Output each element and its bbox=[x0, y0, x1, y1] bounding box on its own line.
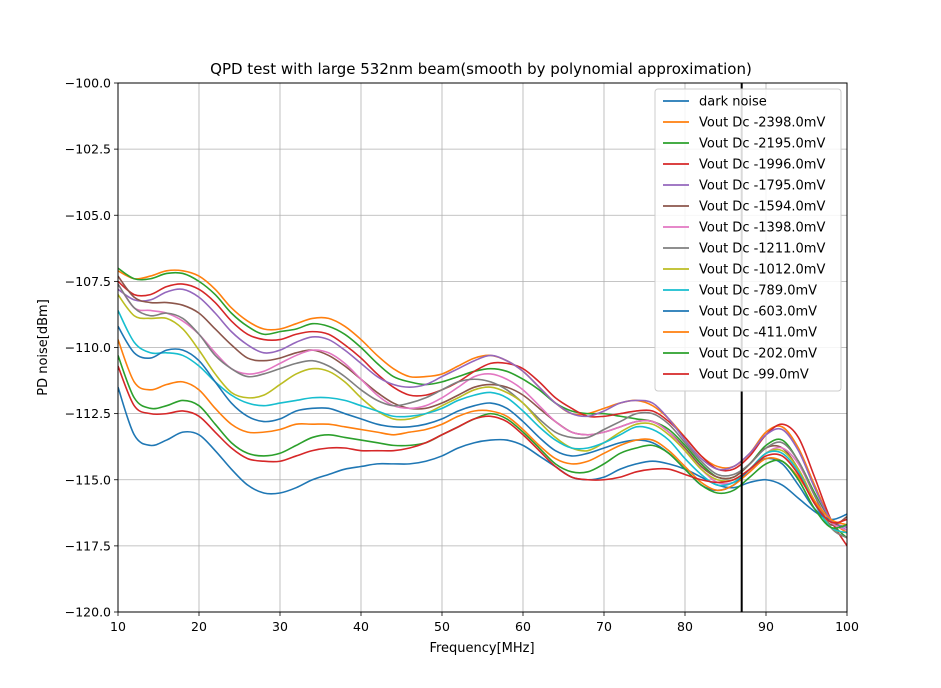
x-tick-label: 10 bbox=[110, 619, 126, 634]
legend: dark noise Vout Dc -2398.0mV Vout Dc -2195… bbox=[654, 88, 842, 392]
y-tick-label: −102.5 bbox=[65, 142, 111, 157]
y-tick-label: −107.5 bbox=[65, 274, 111, 289]
legend-label: Vout Dc -2398.0mV bbox=[699, 116, 825, 131]
series-line-3 bbox=[118, 280, 847, 547]
legend-box bbox=[654, 88, 842, 392]
legend-label: Vout Dc -789.0mV bbox=[699, 284, 817, 299]
x-axis-label: Frequency[MHz] bbox=[429, 641, 534, 656]
ticks: 10 20 30 40 50 60 70 80 90 100 −120.0 −117.5 −115.0 −… bbox=[65, 76, 859, 635]
x-tick-label: 100 bbox=[835, 619, 859, 634]
x-tick-label: 50 bbox=[434, 619, 450, 634]
x-tick-label: 70 bbox=[596, 619, 612, 634]
series-line-9 bbox=[118, 310, 847, 534]
x-tick-label: 90 bbox=[758, 619, 774, 634]
y-tick-label: −120.0 bbox=[65, 605, 111, 620]
legend-label: Vout Dc -1211.0mV bbox=[699, 242, 825, 257]
x-tick-label: 20 bbox=[191, 619, 207, 634]
y-tick-label: −100.0 bbox=[65, 76, 111, 91]
legend-label: Vout Dc -2195.0mV bbox=[699, 137, 825, 152]
y-axis-label: PD noise[dBm] bbox=[36, 299, 51, 396]
y-tick-label: −115.0 bbox=[65, 472, 111, 487]
y-tick-label: −117.5 bbox=[65, 538, 111, 553]
series-line-6 bbox=[118, 283, 847, 531]
series-line-0 bbox=[118, 386, 847, 531]
legend-label: Vout Dc -1012.0mV bbox=[699, 263, 825, 278]
x-tick-label: 80 bbox=[677, 619, 693, 634]
legend-label: dark noise bbox=[699, 95, 767, 110]
legend-label: Vout Dc -99.0mV bbox=[699, 368, 809, 383]
x-tick-label: 40 bbox=[353, 619, 369, 634]
legend-label: Vout Dc -411.0mV bbox=[699, 326, 817, 341]
series-line-4 bbox=[118, 288, 847, 529]
legend-label: Vout Dc -1996.0mV bbox=[699, 158, 825, 173]
series-line-13 bbox=[118, 365, 847, 524]
series-line-7 bbox=[118, 283, 847, 539]
y-tick-label: −110.0 bbox=[65, 340, 111, 355]
legend-label: Vout Dc -1594.0mV bbox=[699, 200, 825, 215]
x-tick-label: 60 bbox=[515, 619, 531, 634]
y-tick-label: −105.0 bbox=[65, 208, 111, 223]
series-line-12 bbox=[118, 355, 847, 529]
x-tick-label: 30 bbox=[272, 619, 288, 634]
legend-label: Vout Dc -603.0mV bbox=[699, 305, 817, 320]
series-line-11 bbox=[118, 339, 847, 526]
legend-label: Vout Dc -1398.0mV bbox=[699, 221, 825, 236]
series-layer bbox=[118, 267, 847, 547]
chart-title: QPD test with large 532nm beam(smooth by… bbox=[210, 60, 752, 78]
legend-label: Vout Dc -1795.0mV bbox=[699, 179, 825, 194]
legend-label: Vout Dc -202.0mV bbox=[699, 347, 817, 362]
y-tick-label: −112.5 bbox=[65, 406, 111, 421]
series-line-1 bbox=[118, 269, 847, 534]
series-line-5 bbox=[118, 275, 847, 526]
